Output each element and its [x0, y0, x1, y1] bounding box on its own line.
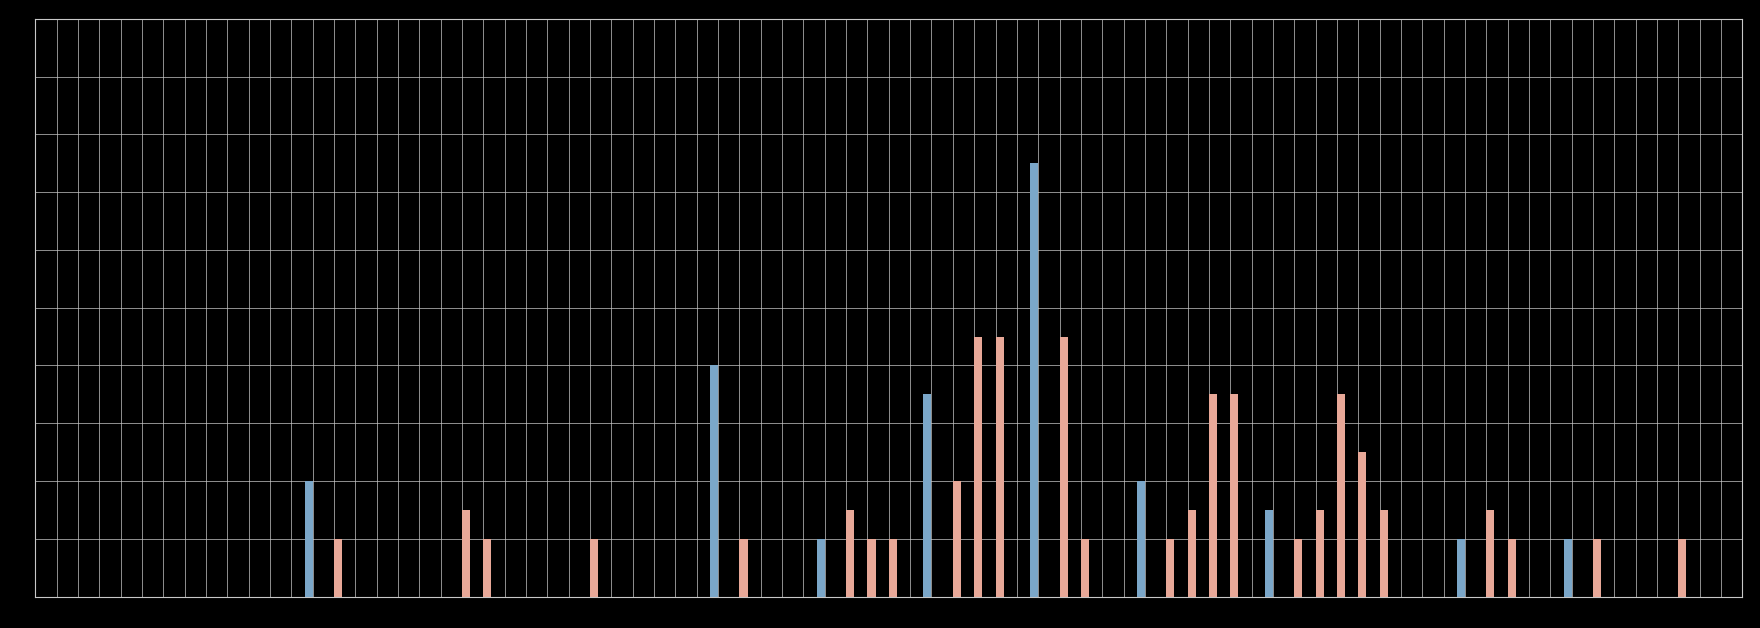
Bar: [1081, 539, 1089, 597]
Bar: [847, 510, 854, 597]
Bar: [1485, 510, 1494, 597]
Bar: [1209, 394, 1216, 597]
Bar: [1060, 337, 1068, 597]
Bar: [1563, 539, 1572, 597]
Bar: [334, 539, 341, 597]
Bar: [304, 481, 313, 597]
Bar: [1508, 539, 1515, 597]
Bar: [484, 539, 491, 597]
Bar: [1359, 452, 1366, 597]
Bar: [1380, 510, 1387, 597]
Bar: [975, 337, 982, 597]
Bar: [590, 539, 598, 597]
Bar: [739, 539, 748, 597]
Bar: [709, 365, 718, 597]
Bar: [1679, 539, 1686, 597]
Bar: [1188, 510, 1195, 597]
Bar: [1265, 510, 1272, 597]
Bar: [1167, 539, 1174, 597]
Bar: [1230, 394, 1239, 597]
Bar: [952, 481, 961, 597]
Bar: [924, 394, 931, 597]
Bar: [1593, 539, 1602, 597]
Bar: [461, 510, 470, 597]
Bar: [1030, 163, 1038, 597]
Bar: [1316, 510, 1324, 597]
Bar: [868, 539, 875, 597]
Bar: [889, 539, 898, 597]
Bar: [1338, 394, 1345, 597]
Bar: [1294, 539, 1302, 597]
Bar: [1137, 481, 1146, 597]
Bar: [996, 337, 1003, 597]
Bar: [817, 539, 825, 597]
Bar: [1457, 539, 1464, 597]
